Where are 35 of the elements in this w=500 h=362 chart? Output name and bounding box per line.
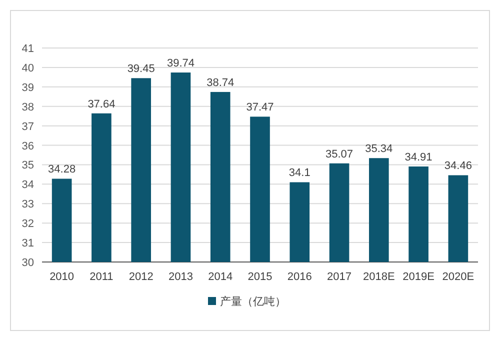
x-tick-label: 2011: [90, 271, 114, 283]
y-tick-label: 37: [22, 120, 34, 133]
data-label: 39.74: [166, 58, 194, 70]
legend-label: 产量（亿吨）: [220, 295, 286, 308]
x-tick-label: 2010: [50, 271, 74, 283]
x-tick-label: 2019E: [402, 271, 434, 283]
y-tick-label: 31: [22, 238, 34, 250]
data-label: 37.64: [88, 98, 116, 110]
data-label: 35.07: [326, 148, 354, 160]
y-tick-label: 35: [22, 160, 34, 172]
y-tick-label: 38: [22, 101, 34, 114]
data-label: 38.74: [206, 76, 234, 89]
data-label: 39.45: [127, 63, 155, 76]
y-tick-label: 33: [22, 198, 34, 211]
x-tick-label: 2016: [287, 271, 312, 283]
data-label: 35.34: [365, 143, 393, 156]
data-label: 34.1: [288, 167, 310, 180]
y-tick-label: 32: [22, 218, 34, 230]
data-label: 34.91: [404, 151, 432, 164]
data-label: 34.28: [48, 164, 76, 176]
x-tick-label: 2020E: [442, 271, 474, 283]
y-tick-label: 36: [22, 140, 34, 152]
x-tick-label: 2017: [327, 271, 352, 283]
y-tick-label: 30: [22, 257, 34, 269]
x-tick-label: 2013: [168, 271, 193, 283]
x-tick-label: 2014: [208, 271, 233, 283]
y-tick-label: 41: [22, 43, 34, 55]
data-label: 34.46: [444, 160, 472, 172]
y-tick-label: 34: [22, 179, 34, 192]
x-tick-label: 2012: [128, 271, 154, 283]
x-tick-label: 2018E: [363, 271, 395, 283]
x-tick-label: 2015: [248, 271, 272, 283]
y-tick-label: 39: [22, 82, 34, 94]
y-tick-label: 40: [22, 62, 34, 74]
data-label: 37.47: [246, 102, 274, 114]
